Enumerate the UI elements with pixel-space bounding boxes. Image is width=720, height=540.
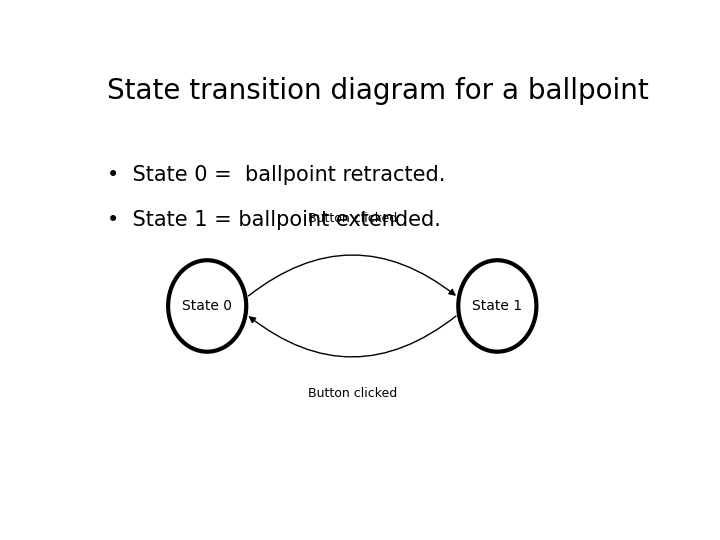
- Text: •  State 1 = ballpoint extended.: • State 1 = ballpoint extended.: [107, 210, 441, 231]
- Text: State transition diagram for a ballpoint: State transition diagram for a ballpoint: [107, 77, 649, 105]
- Text: Button clicked: Button clicked: [307, 212, 397, 225]
- Text: Button clicked: Button clicked: [307, 387, 397, 400]
- FancyArrowPatch shape: [248, 255, 455, 296]
- Text: State 0: State 0: [182, 299, 232, 313]
- FancyArrowPatch shape: [250, 316, 456, 357]
- Text: •  State 0 =  ballpoint retracted.: • State 0 = ballpoint retracted.: [107, 165, 445, 185]
- Text: State 1: State 1: [472, 299, 523, 313]
